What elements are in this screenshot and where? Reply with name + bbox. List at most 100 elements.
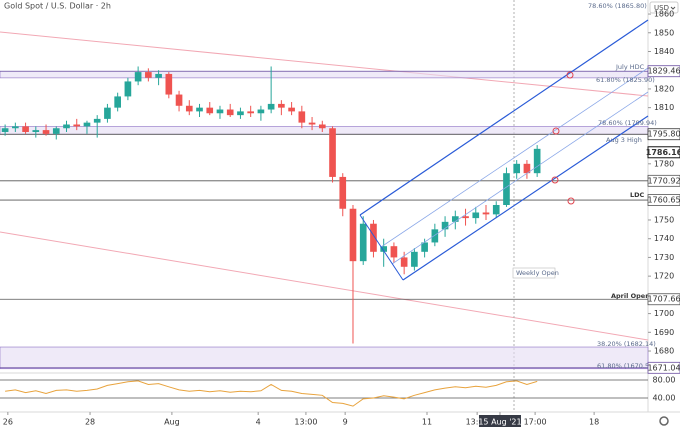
annotation: 61.80% (1670.53) [597, 362, 656, 370]
level-label: 1671.04 [647, 363, 680, 372]
level-label: 1770.92 [647, 176, 680, 185]
x-tick-label: 17:00 [524, 418, 547, 427]
level-label-box [647, 361, 680, 374]
candle-body [513, 163, 521, 174]
annotation: April Open [611, 292, 650, 300]
candle-body [329, 128, 336, 177]
candle-body [93, 118, 101, 123]
level-label-box [647, 128, 680, 141]
y-tick-label: 1730 [654, 253, 674, 262]
level-label-box [647, 194, 680, 206]
candle-body [349, 208, 357, 262]
current-price-label: 1786.16 [646, 148, 680, 157]
level-label-box [647, 293, 680, 306]
x-tick-label: 13:00 [294, 418, 317, 427]
candle-body [411, 251, 418, 267]
x-tick-label: Aug [164, 418, 180, 427]
x-tick-label: 11 [422, 418, 432, 427]
rsi-line [5, 380, 538, 407]
candle-body [482, 212, 490, 215]
candle-body [32, 130, 40, 132]
candle-body [359, 223, 367, 262]
candle-body [533, 148, 541, 174]
level-label: 1795.80 [647, 130, 680, 139]
x-tick-label: 13:00 [466, 418, 489, 427]
candle-body [400, 257, 408, 267]
chart-title: Gold Spot / U.S. Dollar · 2h [4, 2, 111, 11]
candle-body [247, 111, 254, 114]
candle-body [339, 176, 347, 209]
candle-body [83, 122, 91, 127]
candle-body [226, 109, 234, 116]
candle-body [421, 242, 428, 252]
candle-body [104, 107, 111, 119]
candle-body [145, 72, 152, 78]
candle-body [308, 122, 316, 125]
candle-body [12, 126, 19, 129]
y-tick-label: 1740 [654, 234, 674, 243]
zone [0, 70, 649, 79]
annotation: 78.60% (1799.94) [598, 119, 657, 127]
channel-upper [359, 19, 649, 216]
candle-body [52, 128, 60, 134]
candle-body [451, 216, 459, 222]
candle-body [431, 229, 439, 243]
candle-body [185, 105, 193, 112]
y-tick-label: 1810 [654, 103, 674, 112]
crosshair-date-box [478, 415, 521, 427]
x-tick-label: 15 Aug '21 [478, 418, 521, 427]
level-label-box [647, 65, 680, 78]
settings-button[interactable] [659, 416, 669, 426]
level-label: 1829.46 [647, 67, 680, 76]
y-tick-label: 1860 [654, 10, 674, 19]
candle-body [390, 246, 398, 258]
zone [0, 346, 649, 370]
currency-label[interactable]: USD [654, 4, 669, 12]
currency-box[interactable] [649, 1, 679, 14]
candle-body [237, 111, 244, 116]
candle-body [114, 96, 121, 108]
rsi-tick-label: 80.00 [653, 376, 676, 385]
x-tick-label: 9 [343, 418, 348, 427]
currency-button[interactable]: USD [649, 1, 679, 14]
annotation: July HDC [615, 63, 645, 71]
channel-inner [380, 67, 649, 248]
candle-body [278, 103, 285, 108]
rsi-tick-label: 40.00 [653, 394, 676, 403]
current-price-box [647, 146, 680, 159]
y-tick-label: 1750 [654, 215, 674, 224]
dropdown-arrow[interactable] [670, 6, 676, 10]
y-tick-label: 1700 [654, 309, 674, 318]
y-tick-label: 1680 [654, 347, 674, 356]
annotation: 38.20% (1682.14) [597, 340, 656, 348]
candle-body [441, 221, 449, 230]
candle-body [370, 223, 377, 252]
y-tick-label: 1690 [654, 328, 674, 337]
annotation: Weekly Open [516, 269, 559, 277]
candle-body [257, 109, 265, 114]
candle-body [63, 124, 70, 129]
candle-body [175, 94, 183, 106]
candle-body [492, 205, 500, 215]
candle-body [42, 130, 50, 134]
annotation: LDC [630, 191, 645, 199]
candle-body [155, 73, 162, 78]
candle-body [216, 109, 224, 114]
candle-body [380, 246, 388, 252]
x-tick-label: 18 [589, 418, 599, 427]
y-tick-label: 1840 [654, 47, 674, 56]
y-tick-label: 1780 [654, 159, 674, 168]
channel-lower [402, 115, 649, 281]
candle-body [472, 212, 480, 219]
candle-body [288, 107, 295, 112]
level-label: 1707.66 [647, 295, 680, 304]
candle-body [462, 216, 469, 219]
marker [552, 127, 560, 135]
channel-inner [391, 91, 649, 265]
x-tick-label: 26 [3, 418, 13, 427]
channel-handle [359, 214, 404, 281]
y-tick-label: 1720 [654, 272, 674, 281]
trend-line [0, 31, 649, 97]
candle-body [318, 124, 326, 129]
